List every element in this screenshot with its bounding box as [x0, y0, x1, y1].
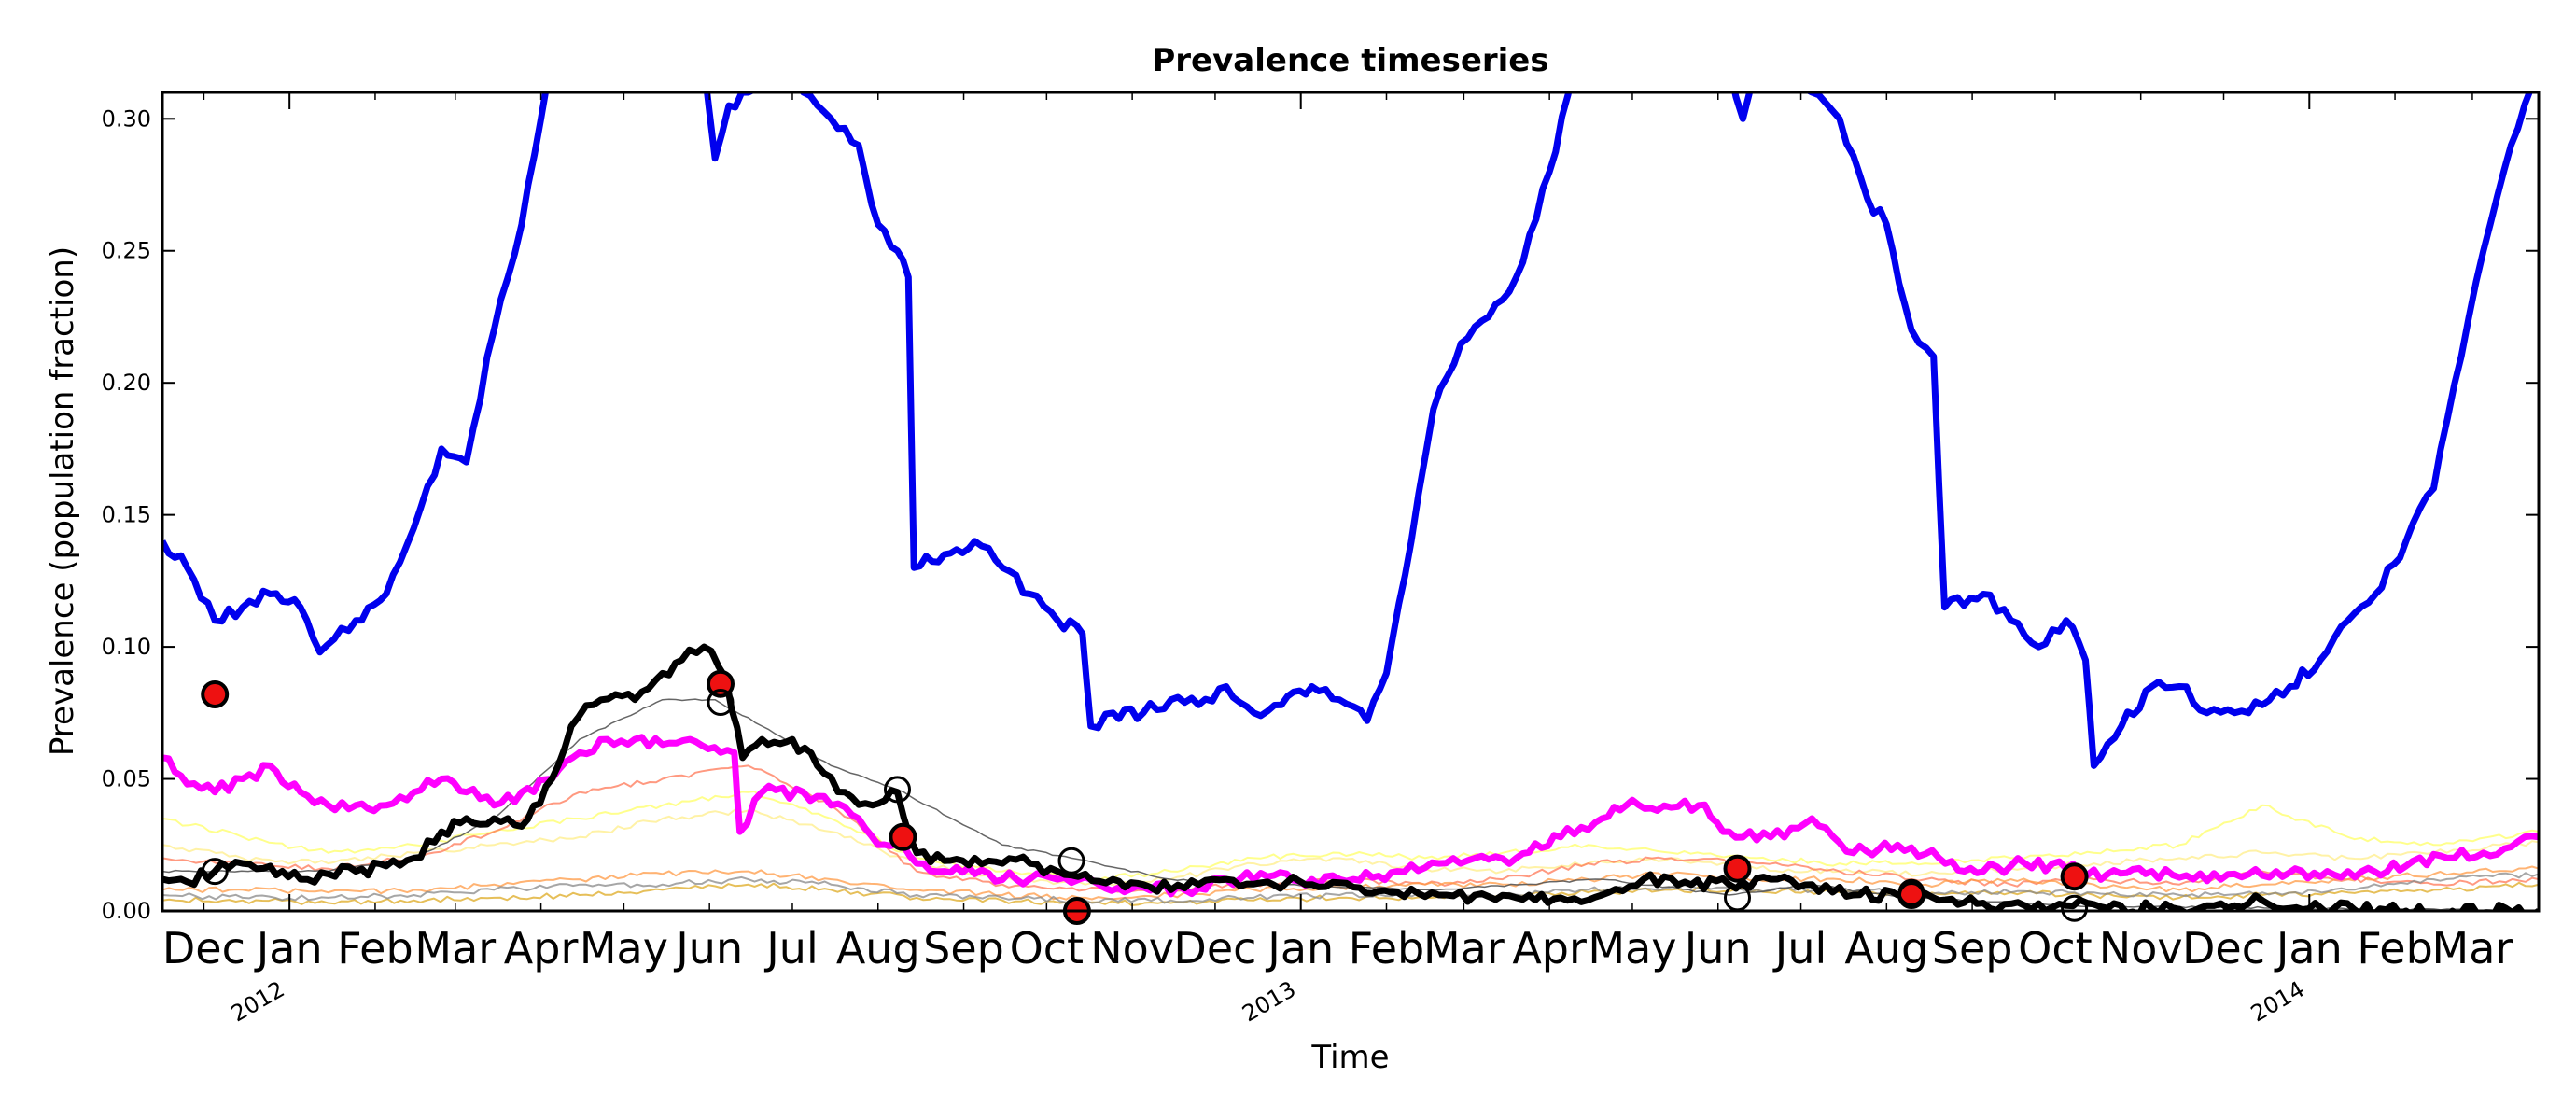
y-tick-label-5: 0.25 [102, 238, 151, 264]
observation-point-3 [889, 822, 917, 851]
month-label-6: Jun [673, 923, 743, 973]
series-line-8 [162, 881, 2539, 906]
plot-frame [161, 91, 2541, 913]
model-point-9 [707, 689, 735, 716]
month-label-0: Dec [162, 923, 245, 973]
month-label-20: Aug [1844, 923, 1928, 973]
x-axis: Dec Jan Feb Mar Apr May Jun Jul Aug Sep Oct Nov Dec J… [162, 92, 2513, 1027]
y-tick-label-6: 0.30 [102, 105, 151, 132]
month-label-27: Mar [2432, 923, 2513, 973]
model-point-8 [201, 858, 229, 886]
y-axis-label: Prevalence (population fraction) [44, 246, 81, 756]
month-label-2: Feb [337, 923, 413, 973]
month-label-17: May [1588, 923, 1676, 973]
series-line-4 [162, 791, 2539, 883]
series-line-9 [162, 872, 2539, 904]
month-label-12: Dec [1173, 923, 1256, 973]
series-line-2 [162, 734, 2539, 898]
month-label-3: Mar [414, 923, 496, 973]
y-tick-label-1: 0.05 [102, 766, 151, 792]
month-label-8: Aug [836, 923, 920, 973]
thick-series-group [162, 92, 2539, 911]
y-tick-label-0: 0.00 [102, 898, 151, 924]
month-label-22: Oct [2018, 923, 2093, 973]
month-label-26: Feb [2357, 923, 2432, 973]
observation-markers [201, 669, 2089, 925]
series-line-5 [162, 808, 2539, 886]
month-label-10: Oct [1010, 923, 1085, 973]
month-label-18: Jun [1682, 923, 1752, 973]
month-label-23: Nov [2099, 923, 2183, 973]
month-label-15: Mar [1423, 923, 1505, 973]
model-point-13 [1897, 878, 1925, 906]
year-label-1: 2013 [1238, 976, 1300, 1028]
y-axis: 0.00 0.05 0.10 0.15 0.20 0.25 0.30 [102, 105, 2539, 924]
series-line-3 [162, 643, 2539, 911]
month-label-4: Apr [504, 923, 579, 973]
x-axis-label: Time [1310, 1039, 1389, 1076]
month-label-13: Jan [1265, 923, 1334, 973]
model-point-10 [884, 776, 911, 804]
month-label-1: Jan [254, 923, 323, 973]
y-tick-label-2: 0.10 [102, 634, 151, 660]
year-label-2: 2014 [2247, 976, 2309, 1028]
series-line-1 [162, 92, 2533, 769]
month-label-11: Nov [1090, 923, 1174, 973]
month-label-7: Jul [763, 923, 819, 973]
month-label-25: Jan [2274, 923, 2343, 973]
observation-point-1 [201, 680, 230, 708]
observation-point-2 [707, 669, 735, 698]
y-tick-label-4: 0.20 [102, 370, 151, 396]
month-label-5: May [580, 923, 668, 973]
month-label-16: Apr [1512, 923, 1587, 973]
month-label-19: Jul [1772, 923, 1827, 973]
model-point-11 [1057, 847, 1085, 875]
month-label-14: Feb [1349, 923, 1424, 973]
month-label-24: Dec [2182, 923, 2265, 973]
y-tick-label-3: 0.15 [102, 502, 151, 528]
observation-point-7 [2060, 862, 2089, 891]
year-label-0: 2012 [227, 976, 289, 1028]
month-label-21: Sep [1932, 923, 2013, 973]
chart-title: Prevalence timeseries [1152, 42, 1548, 79]
model-point-14 [2061, 894, 2089, 922]
month-label-9: Sep [923, 923, 1004, 973]
observation-point-5 [1723, 854, 1752, 883]
